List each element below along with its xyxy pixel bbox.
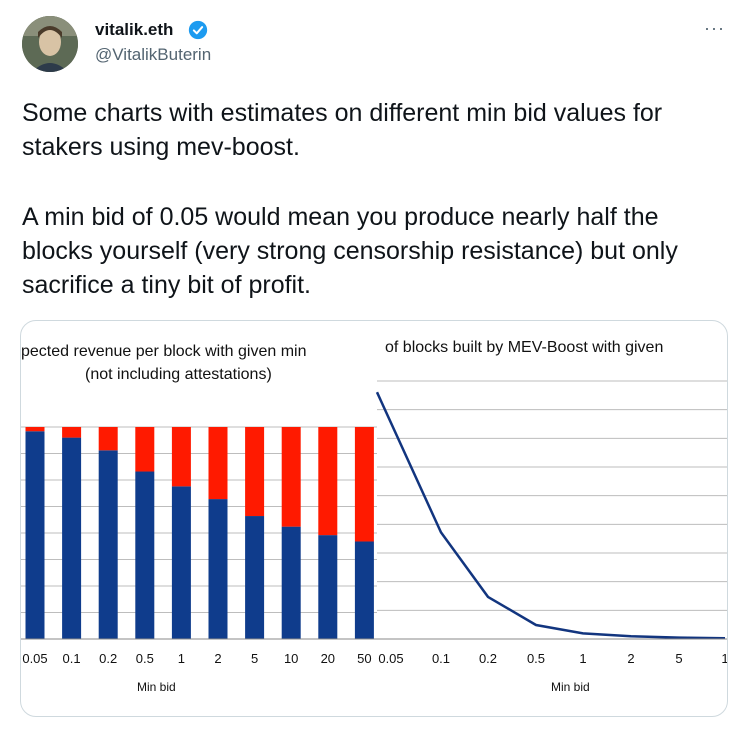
bar-chart-xlabel: Min bid <box>137 680 176 694</box>
bar-red-0.05 <box>25 427 45 432</box>
bar-red-50 <box>354 427 374 542</box>
verified-badge-icon <box>188 20 208 40</box>
bar-tick-label: 0.05 <box>22 651 48 666</box>
line-series <box>375 391 726 640</box>
line-chart-title: of blocks built by MEV-Boost with given <box>385 339 664 356</box>
bar-red-1 <box>171 427 191 487</box>
bar-red-5 <box>245 427 265 517</box>
tweet-text-paragraph-2: A min bid of 0.05 would mean you produce… <box>22 203 678 299</box>
bar-blue-0.5 <box>135 471 155 639</box>
bar-tick-label: 20 <box>320 651 336 666</box>
line-tick-label: 1 <box>721 651 728 666</box>
bar-blue-1 <box>171 486 191 639</box>
bar-tick-label: 0.5 <box>135 651 154 666</box>
tweet-media-image[interactable]: pected revenue per block with given min … <box>20 320 728 717</box>
avatar-image <box>22 16 78 72</box>
line-tick-label: 0.1 <box>431 651 451 666</box>
line-tick-label: 1 <box>579 651 587 666</box>
bar-blue-2 <box>208 499 228 639</box>
bar-tick-label: 1 <box>177 651 185 666</box>
line-tick-label: 0.05 <box>378 651 404 666</box>
line-tick-label: 5 <box>675 651 683 666</box>
bar-tick-label: 0.2 <box>99 651 118 666</box>
bar-blue-10 <box>281 526 301 639</box>
avatar[interactable] <box>22 16 78 72</box>
bar-blue-0.1 <box>62 437 82 639</box>
bar-chart-title-line2: (not including attestations) <box>85 366 272 383</box>
bar-tick-label: 10 <box>283 651 299 666</box>
bar-blue-0.2 <box>98 450 118 639</box>
bar-red-0.5 <box>135 427 155 472</box>
line-tick-label: 0.2 <box>478 651 498 666</box>
bar-red-0.2 <box>98 427 118 451</box>
bar-blue-20 <box>318 535 338 639</box>
bar-tick-label: 2 <box>214 651 222 666</box>
bar-blue-50 <box>354 541 374 639</box>
charts-svg <box>21 380 727 640</box>
bar-red-10 <box>281 427 301 527</box>
author-name[interactable]: vitalik.eth <box>95 20 174 39</box>
line-tick-label: 0.5 <box>526 651 546 666</box>
bar-tick-label: 5 <box>250 651 259 666</box>
line-tick-label: 2 <box>627 651 635 666</box>
tweet-text-paragraph-1: Some charts with estimates on different … <box>22 99 663 161</box>
bar-blue-5 <box>245 516 265 639</box>
bar-red-20 <box>318 427 338 536</box>
bar-red-2 <box>208 427 228 500</box>
bar-blue-0.05 <box>25 431 45 639</box>
line-chart-xlabel: Min bid <box>551 680 590 694</box>
bar-red-0.1 <box>62 427 82 438</box>
author-handle[interactable]: @VitalikButerin <box>95 45 212 64</box>
bar-tick-label: 50 <box>357 651 372 666</box>
more-options-icon[interactable]: ··· <box>704 18 725 38</box>
bar-tick-label: 0.1 <box>62 651 81 666</box>
bar-chart-title-line1: pected revenue per block with given min <box>21 343 307 360</box>
